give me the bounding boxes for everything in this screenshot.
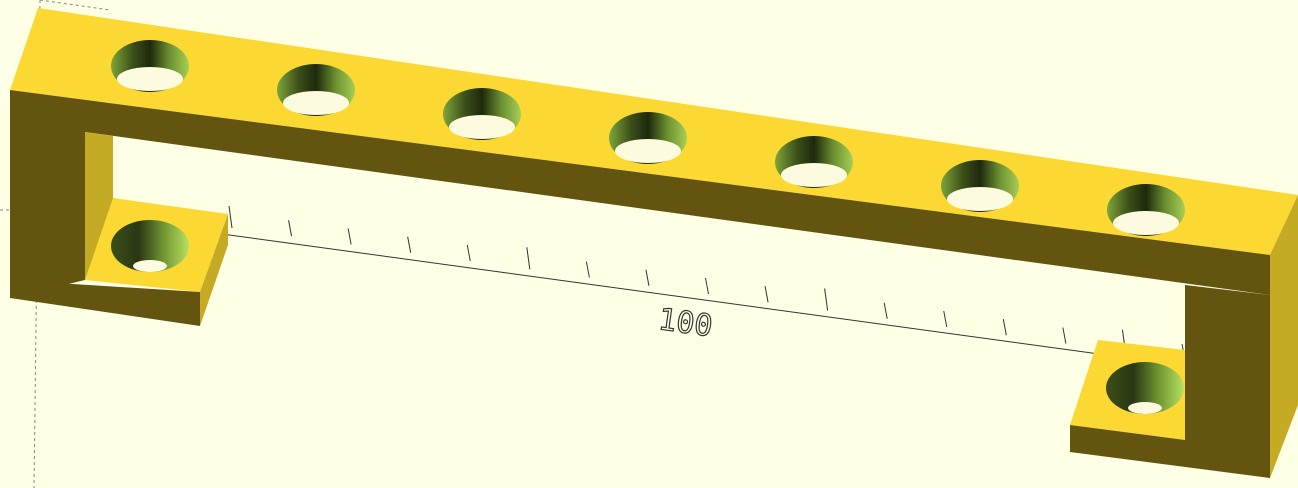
top-hole [609,112,687,164]
top-holes-group [111,40,1185,236]
top-hole [277,64,355,116]
axis-tick [883,302,888,319]
top-hole [111,40,189,92]
axis-tick [943,310,948,328]
axis-ticks [228,205,1186,361]
left-foot-hole [111,220,189,272]
axis-tick [824,288,829,311]
axis-tick [1002,319,1007,336]
axis-tick [288,220,293,237]
top-hole [1107,184,1185,236]
top-hole [941,160,1019,212]
axis-tick [764,286,769,303]
axis-dash-top [39,0,111,11]
bar-front-face [10,90,1270,295]
axis-tick [705,277,709,295]
axis-tick [526,247,531,270]
axis-tick [466,244,471,262]
left-leg-front [10,90,85,298]
axis-tick [407,236,412,253]
axis-tick [585,261,590,278]
top-hole [443,88,521,140]
top-hole [775,136,853,188]
left-foot-side [200,214,228,326]
axis-label: 100 [656,302,715,344]
right-leg-front [1185,285,1270,478]
left-leg-side [85,132,113,280]
right-foot-hole [1106,362,1184,414]
axis-tick [347,228,352,245]
right-foot-front [1070,425,1270,478]
left-foot-front [10,280,200,326]
axis-tick [1062,327,1067,344]
right-leg-side [1270,195,1298,478]
axis-tick [228,205,233,229]
bracket-model[interactable] [10,8,1298,478]
axis-tick [645,269,650,286]
